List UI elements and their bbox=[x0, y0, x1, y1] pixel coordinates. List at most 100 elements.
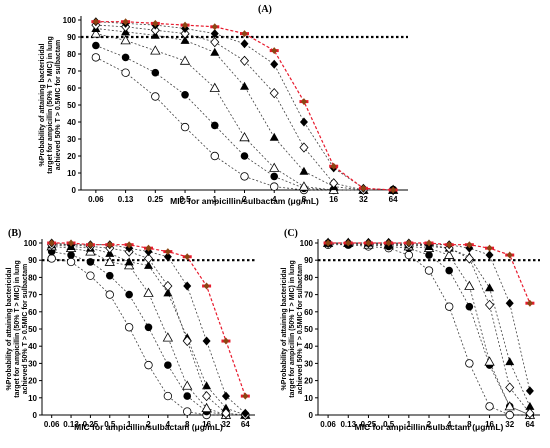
y-tick-label: 90 bbox=[67, 33, 76, 42]
y-tick-label: 90 bbox=[304, 256, 313, 265]
data-point-diamond-open bbox=[182, 335, 192, 347]
data-point-circle-filled bbox=[151, 68, 160, 77]
x-tick-label: 0.25 bbox=[83, 420, 99, 429]
data-point-diamond-open bbox=[505, 382, 515, 393]
x-tick-label: 32 bbox=[359, 195, 368, 204]
data-point-circle-open bbox=[86, 271, 95, 280]
y-tick-label: 40 bbox=[304, 342, 313, 351]
y-tick-label: 30 bbox=[304, 359, 313, 368]
data-point-triangle-open bbox=[150, 45, 161, 55]
data-point-circle-open bbox=[47, 254, 56, 263]
y-tick-label: 30 bbox=[67, 135, 76, 144]
y-axis-label-line: target for ampicillin (50% T > MIC) in l… bbox=[47, 36, 54, 173]
data-point-circle-open bbox=[180, 122, 190, 132]
data-point-red-dash-diamond bbox=[203, 282, 210, 290]
series-line-triangle-open bbox=[95, 33, 394, 191]
data-point-red-dash-diamond bbox=[211, 23, 218, 31]
panel-label: (B) bbox=[8, 228, 21, 239]
x-tick-label: 0.06 bbox=[320, 420, 336, 429]
data-point-diamond-open bbox=[202, 390, 212, 402]
data-point-red-dash-diamond bbox=[87, 241, 94, 249]
data-point-circle-open bbox=[144, 360, 153, 370]
y-tick-label: 70 bbox=[304, 291, 313, 300]
data-point-circle-open bbox=[240, 172, 249, 181]
x-tick-label: 0.13 bbox=[340, 420, 356, 429]
data-point-circle-open bbox=[485, 402, 494, 411]
data-point-diamond-open bbox=[329, 178, 339, 189]
data-point-circle-filled bbox=[270, 172, 279, 181]
chart-panel-1: (B) 0 10 20 30 40 50 60 70 80 90 100 0.06 0.13 0.25 0.5… bbox=[6, 228, 255, 432]
data-point-red-dash-diamond bbox=[271, 47, 278, 55]
y-tick-label: 40 bbox=[28, 342, 37, 351]
data-point-red-dash-diamond bbox=[506, 251, 513, 259]
data-point-triangle-open bbox=[120, 35, 131, 45]
x-tick-label: 2 bbox=[146, 420, 151, 429]
series-line-triangle-filled bbox=[95, 28, 394, 191]
x-tick-label: 2 bbox=[427, 420, 432, 429]
data-point-triangle-filled bbox=[124, 257, 134, 266]
series-line-circle-open bbox=[51, 258, 246, 416]
x-tick-label: 4 bbox=[447, 420, 452, 429]
data-point-red-dash-diamond bbox=[241, 30, 248, 38]
data-point-red-dash-diamond bbox=[68, 239, 75, 247]
y-tick-label: 70 bbox=[67, 67, 76, 76]
data-point-circle-open bbox=[163, 391, 173, 401]
data-point-circle-filled bbox=[121, 53, 130, 62]
data-point-triangle-open bbox=[182, 380, 193, 390]
data-point-diamond-filled bbox=[525, 386, 534, 396]
x-tick-label: 1 bbox=[407, 420, 412, 429]
data-point-diamond-filled bbox=[241, 408, 250, 418]
data-point-triangle-filled bbox=[202, 381, 212, 390]
data-point-red-dash-diamond bbox=[106, 241, 113, 249]
data-point-diamond-open bbox=[299, 142, 309, 153]
data-point-red-dash-diamond bbox=[446, 241, 453, 249]
data-point-diamond-open bbox=[150, 25, 160, 36]
chart-panel-2: (C) 0 10 20 30 40 50 60 70 80 90 100 0.06 0.13 0.25 0.5… bbox=[281, 228, 540, 432]
data-point-circle-filled bbox=[425, 251, 433, 259]
data-point-diamond-open bbox=[180, 28, 190, 39]
y-tick-label: 50 bbox=[304, 325, 313, 334]
data-point-circle-filled bbox=[181, 91, 189, 99]
data-point-triangle-open bbox=[104, 256, 115, 266]
data-point-circle-open bbox=[505, 410, 514, 420]
series-line-diamond-open bbox=[95, 24, 394, 191]
y-tick-label: 90 bbox=[28, 256, 37, 265]
data-point-circle-open bbox=[151, 92, 160, 101]
y-axis-label: %Probability of attaining bactericidalta… bbox=[281, 260, 304, 397]
y-tick-label: 60 bbox=[304, 308, 313, 317]
data-point-red-dash-diamond bbox=[122, 18, 129, 26]
y-tick-label: 20 bbox=[28, 377, 37, 386]
data-point-red-dash-diamond bbox=[145, 244, 152, 252]
x-tick-label: 0.13 bbox=[63, 420, 79, 429]
data-point-triangle-filled bbox=[299, 166, 309, 175]
data-point-red-dash-diamond bbox=[405, 239, 412, 247]
data-point-diamond-filled bbox=[202, 336, 211, 346]
y-tick-label: 100 bbox=[300, 239, 314, 248]
y-axis-label-line: target for ampicillin (50% T > MIC) in l… bbox=[289, 260, 296, 397]
data-point-red-dash-diamond bbox=[242, 392, 249, 400]
data-point-diamond-filled bbox=[210, 29, 219, 39]
data-point-red-dash-diamond bbox=[164, 248, 171, 256]
series-line-circle-filled bbox=[95, 45, 394, 191]
data-point-circle-filled bbox=[164, 361, 172, 369]
data-point-red-dash-diamond bbox=[152, 19, 159, 27]
x-tick-label: 32 bbox=[505, 420, 514, 429]
data-point-circle-open bbox=[66, 257, 76, 267]
data-point-triangle-open bbox=[298, 181, 310, 191]
series-line-circle-open bbox=[95, 57, 394, 191]
data-point-diamond-open bbox=[464, 253, 474, 264]
x-tick-label: 1 bbox=[213, 195, 218, 204]
series-line-red-dash bbox=[95, 21, 394, 191]
data-point-triangle-filled bbox=[180, 35, 190, 44]
data-point-diamond-filled bbox=[299, 117, 308, 127]
data-point-triangle-open bbox=[464, 280, 475, 290]
chart-panel-0: (A) 0 10 20 30 40 50 60 70 80 90 100 0.06 0.13 0.25 0.5… bbox=[39, 4, 408, 206]
data-point-diamond-open bbox=[485, 299, 495, 311]
x-tick-label: 0.06 bbox=[44, 420, 60, 429]
data-point-circle-filled bbox=[445, 266, 453, 275]
data-point-triangle-filled bbox=[144, 260, 153, 269]
data-point-triangle-open bbox=[443, 249, 455, 259]
y-tick-label: 80 bbox=[28, 273, 37, 282]
data-point-red-dash-diamond bbox=[325, 239, 332, 247]
y-tick-label: 80 bbox=[304, 273, 313, 282]
